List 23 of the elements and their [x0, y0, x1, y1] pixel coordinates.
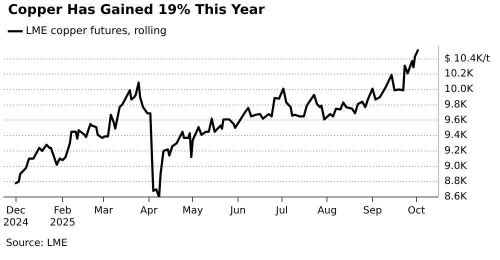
y-tick-label: 9.2K — [444, 146, 468, 157]
x-tick-label: Mar — [94, 206, 114, 217]
y-tick-label: 9.4K — [444, 130, 468, 142]
x-tick-label: May — [182, 206, 204, 217]
y-tick-label: 8.8K — [444, 176, 468, 188]
x-tick-label: Sep — [363, 206, 382, 217]
y-tick-label: $ 10.4K/t — [444, 53, 490, 64]
x-tick-label: Aug — [317, 206, 337, 217]
legend-label: LME copper futures, rolling — [26, 24, 167, 37]
y-tick-label: 10.0K — [444, 84, 474, 96]
x-tick-label: Dec 2024 — [3, 206, 29, 229]
y-tick-label: 10.2K — [444, 68, 474, 80]
x-tick-label: Jun — [229, 206, 246, 217]
y-tick-label: 8.6K — [444, 192, 468, 203]
y-tick-label: 9.0K — [444, 160, 468, 172]
source-note: Source: LME — [6, 238, 68, 249]
chart-title: Copper Has Gained 19% This Year — [8, 2, 265, 18]
x-tick-label: Jul — [274, 206, 288, 217]
y-tick-label: 9.6K — [444, 114, 468, 126]
x-tick-label: Oct — [408, 206, 426, 217]
x-tick-label: Apr — [140, 206, 158, 217]
x-tick-label: Feb 2025 — [50, 206, 76, 229]
y-tick-label: 9.8K — [444, 99, 468, 110]
